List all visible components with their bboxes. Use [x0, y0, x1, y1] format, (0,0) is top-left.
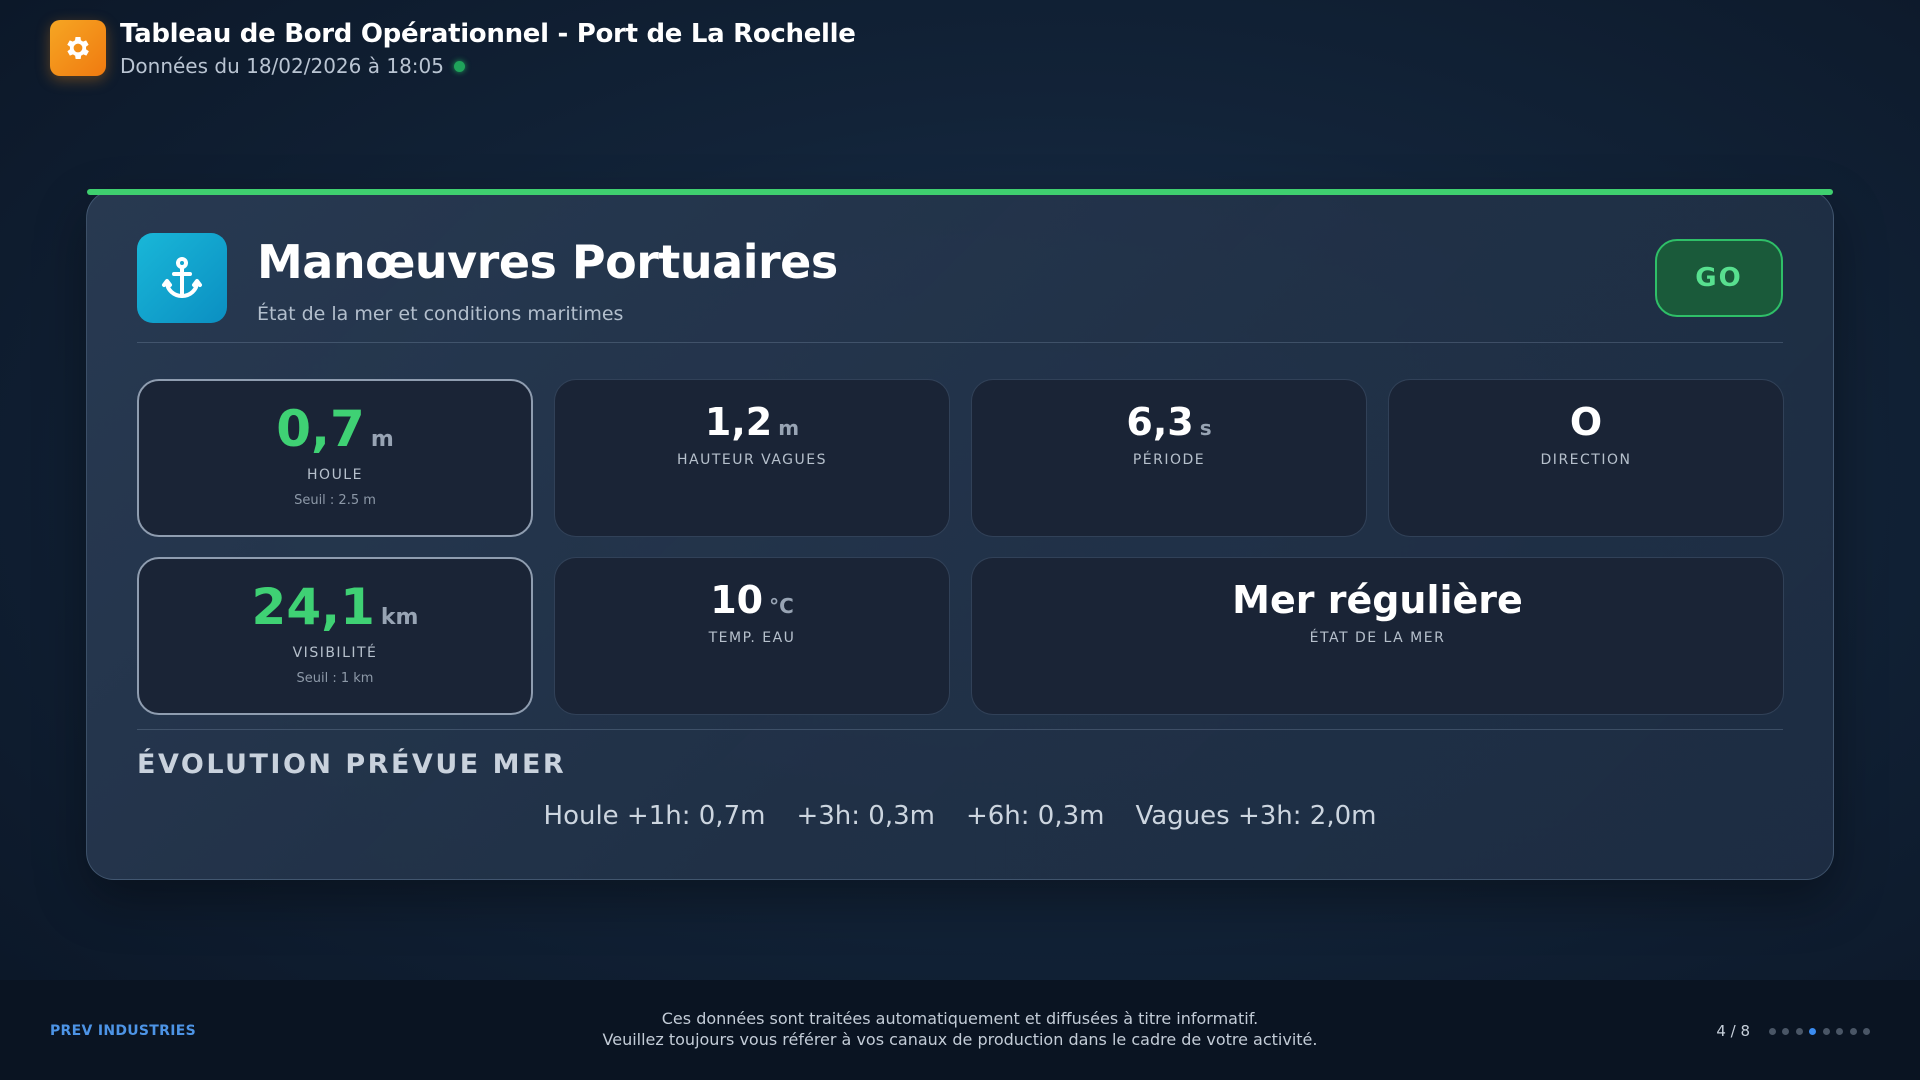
page-dot[interactable]	[1782, 1027, 1789, 1035]
visibility-tile: 24,1 km VISIBILITÉ Seuil : 1 km	[137, 557, 533, 715]
wave-height-tile: 1,2 m HAUTEUR VAGUES	[554, 379, 950, 537]
water-temp-label: TEMP. EAU	[708, 630, 796, 646]
visibility-label: VISIBILITÉ	[292, 645, 378, 661]
direction-value: O	[1569, 400, 1603, 444]
page-dot[interactable]	[1863, 1027, 1870, 1035]
data-timestamp: Données du 18/02/2026 à 18:05	[120, 54, 444, 78]
forecast-item: Vagues +3h: 2,0m	[1135, 801, 1377, 831]
section-divider	[137, 729, 1783, 730]
page-dot[interactable]	[1849, 1027, 1857, 1035]
houle-label: HOULE	[307, 467, 363, 483]
direction-label: DIRECTION	[1540, 452, 1632, 468]
page-dot-active[interactable]	[1809, 1027, 1816, 1035]
forecast-list: Houle +1h: 0,7m +3h: 0,3m +6h: 0,3m Vagu…	[87, 801, 1833, 831]
card-header: Manœuvres Portuaires État de la mer et c…	[137, 233, 1783, 343]
visibility-threshold: Seuil : 1 km	[296, 671, 374, 686]
wave-height-value: 1,2	[704, 400, 773, 444]
visibility-value: 24,1	[251, 578, 375, 636]
houle-tile: 0,7 m HOULE Seuil : 2.5 m	[137, 379, 533, 537]
page-dot[interactable]	[1836, 1027, 1843, 1035]
brand-name: PREV INDUSTRIES	[50, 1023, 196, 1039]
disclaimer-line-1: Ces données sont traitées automatiquemen…	[661, 1009, 1259, 1028]
page-counter: 4 / 8	[1716, 1022, 1750, 1040]
footer: PREV INDUSTRIES Ces données sont traitée…	[0, 980, 1920, 1080]
period-value: 6,3	[1126, 400, 1194, 444]
forecast-item: +6h: 0,3m	[965, 801, 1105, 831]
direction-tile: O DIRECTION	[1388, 379, 1784, 537]
gear-icon	[50, 20, 106, 76]
houle-value: 0,7	[276, 400, 365, 458]
sea-state-label: ÉTAT DE LA MER	[1309, 630, 1446, 646]
app-header: Tableau de Bord Opérationnel - Port de L…	[50, 18, 856, 78]
page-indicator: 4 / 8	[1716, 1022, 1870, 1040]
sea-state-value: Mer régulière	[1232, 578, 1523, 622]
houle-unit: m	[370, 427, 394, 452]
wave-height-unit: m	[778, 416, 800, 440]
water-temp-tile: 10 °C TEMP. EAU	[554, 557, 950, 715]
disclaimer-line-2: Veuillez toujours vous référer à vos can…	[602, 1030, 1318, 1049]
card-title: Manœuvres Portuaires	[257, 235, 838, 289]
period-unit: s	[1199, 416, 1212, 440]
go-status-button[interactable]: GO	[1655, 239, 1783, 317]
page-dot[interactable]	[1795, 1027, 1803, 1035]
sea-state-tile: Mer régulière ÉTAT DE LA MER	[971, 557, 1784, 715]
forecast-item: Houle +1h: 0,7m	[543, 801, 766, 831]
dashboard-title: Tableau de Bord Opérationnel - Port de L…	[120, 19, 856, 49]
forecast-title: ÉVOLUTION PRÉVUE MER	[137, 749, 567, 780]
period-label: PÉRIODE	[1132, 452, 1206, 468]
page-dot[interactable]	[1822, 1027, 1830, 1035]
card-subtitle: État de la mer et conditions maritimes	[257, 303, 624, 325]
live-status-dot	[453, 60, 465, 72]
water-temp-value: 10	[710, 578, 764, 622]
anchor-icon	[137, 233, 227, 323]
water-temp-unit: °C	[769, 594, 794, 618]
maneuvers-card: Manœuvres Portuaires État de la mer et c…	[86, 189, 1834, 880]
disclaimer: Ces données sont traitées automatiquemen…	[0, 1008, 1920, 1050]
wave-height-label: HAUTEUR VAGUES	[676, 452, 827, 468]
period-tile: 6,3 s PÉRIODE	[971, 379, 1367, 537]
page-dot[interactable]	[1768, 1027, 1776, 1035]
visibility-unit: km	[380, 605, 419, 630]
houle-threshold: Seuil : 2.5 m	[294, 493, 376, 508]
status-accent-bar	[87, 189, 1833, 195]
forecast-item: +3h: 0,3m	[796, 801, 935, 831]
